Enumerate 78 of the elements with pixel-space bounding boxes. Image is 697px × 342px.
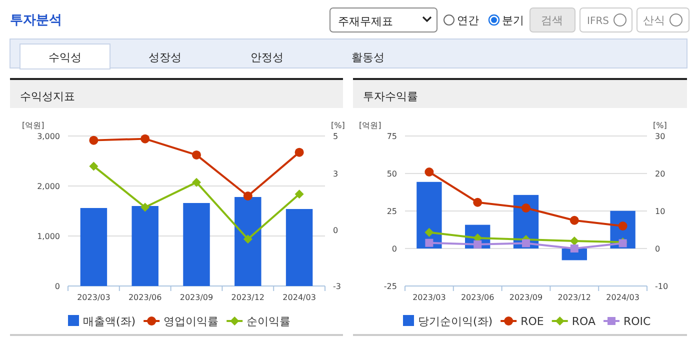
point [140, 202, 150, 212]
x-tick-label: 2023/03 [77, 293, 110, 302]
y-axis-title: [억원] [359, 121, 382, 130]
chart-title: 수익성지표 [20, 90, 75, 103]
legend-label: ROA [572, 315, 596, 328]
text: 수익성 [48, 51, 82, 64]
point [424, 228, 434, 237]
bar [416, 182, 442, 248]
point [424, 168, 434, 176]
legend-label: 매출액(좌) [83, 315, 136, 328]
y-tick-label: 2,000 [37, 182, 60, 191]
text: 안정성 [250, 51, 284, 64]
point [294, 148, 304, 157]
point [243, 234, 252, 244]
text: 산식 [643, 14, 665, 27]
chart-title: 투자수익률 [363, 90, 418, 103]
point [570, 244, 578, 252]
legend-label: 당기순이익(좌) [418, 315, 493, 328]
y-tick-label: 3,000 [37, 132, 60, 141]
y2-tick-label: 0 [333, 226, 338, 235]
x-tick-label: 2023/09 [180, 293, 214, 302]
point [570, 216, 579, 225]
x-tick-label: 2023/12 [231, 293, 265, 302]
text: 분기 [502, 14, 524, 27]
point [473, 198, 482, 207]
point [89, 162, 98, 171]
x-tick-label: 2023/12 [558, 293, 592, 302]
y2-tick-label: -10 [655, 282, 668, 291]
point [522, 204, 530, 212]
y-tick-label: 1,000 [37, 232, 60, 241]
x-tick-label: 2023/03 [412, 293, 446, 302]
point [294, 190, 304, 199]
y-tick-label: 75 [386, 132, 397, 141]
point [89, 136, 98, 145]
point [243, 192, 252, 200]
y2-tick-label: 0 [655, 244, 660, 254]
text: 주재무제표 [338, 15, 393, 28]
y2-axis-title: [%] [331, 121, 345, 130]
y-tick-label: 50 [386, 170, 397, 178]
y2-axis-title: [%] [653, 121, 667, 130]
y2-tick-label: 30 [655, 132, 666, 141]
bar [234, 197, 262, 286]
y-axis-title: [억원] [22, 121, 44, 130]
text: 성장성 [148, 51, 182, 64]
legend-label: ROIC [624, 315, 652, 328]
point [192, 178, 201, 187]
x-tick-label: 2023/09 [509, 293, 543, 302]
y2-tick-label: -3 [333, 282, 341, 291]
x-tick-label: 2023/06 [128, 293, 162, 302]
point [474, 240, 482, 248]
y-tick-label: 0 [54, 282, 60, 291]
bar [183, 203, 210, 286]
text: 활동성 [352, 51, 384, 64]
point [522, 239, 530, 248]
point [570, 236, 579, 246]
text: 연간 [457, 14, 479, 27]
y2-tick-label: 10 [655, 207, 666, 216]
legend-label: 순이익률 [246, 315, 291, 328]
point [192, 150, 201, 160]
bar [286, 209, 313, 286]
bar [80, 208, 108, 286]
text: 검색 [541, 14, 563, 27]
bar [132, 206, 158, 286]
y2-tick-label: 20 [655, 170, 666, 178]
y2-tick-label: 3 [333, 170, 338, 178]
x-tick-label: 2024/03 [606, 293, 640, 302]
y-tick-label: 25 [386, 207, 397, 216]
text: 투자분석 [10, 13, 62, 28]
y2-tick-label: 5 [333, 132, 338, 141]
legend-label: ROE [520, 315, 544, 328]
point [140, 134, 150, 144]
y-tick-label: -25 [384, 282, 397, 291]
x-tick-label: 2024/03 [282, 293, 316, 302]
text: IFRS [587, 16, 609, 27]
x-tick-label: 2023/06 [460, 293, 494, 302]
point [425, 238, 434, 247]
y-tick-label: 0 [392, 244, 397, 254]
legend-label: 영업이익률 [164, 315, 219, 328]
